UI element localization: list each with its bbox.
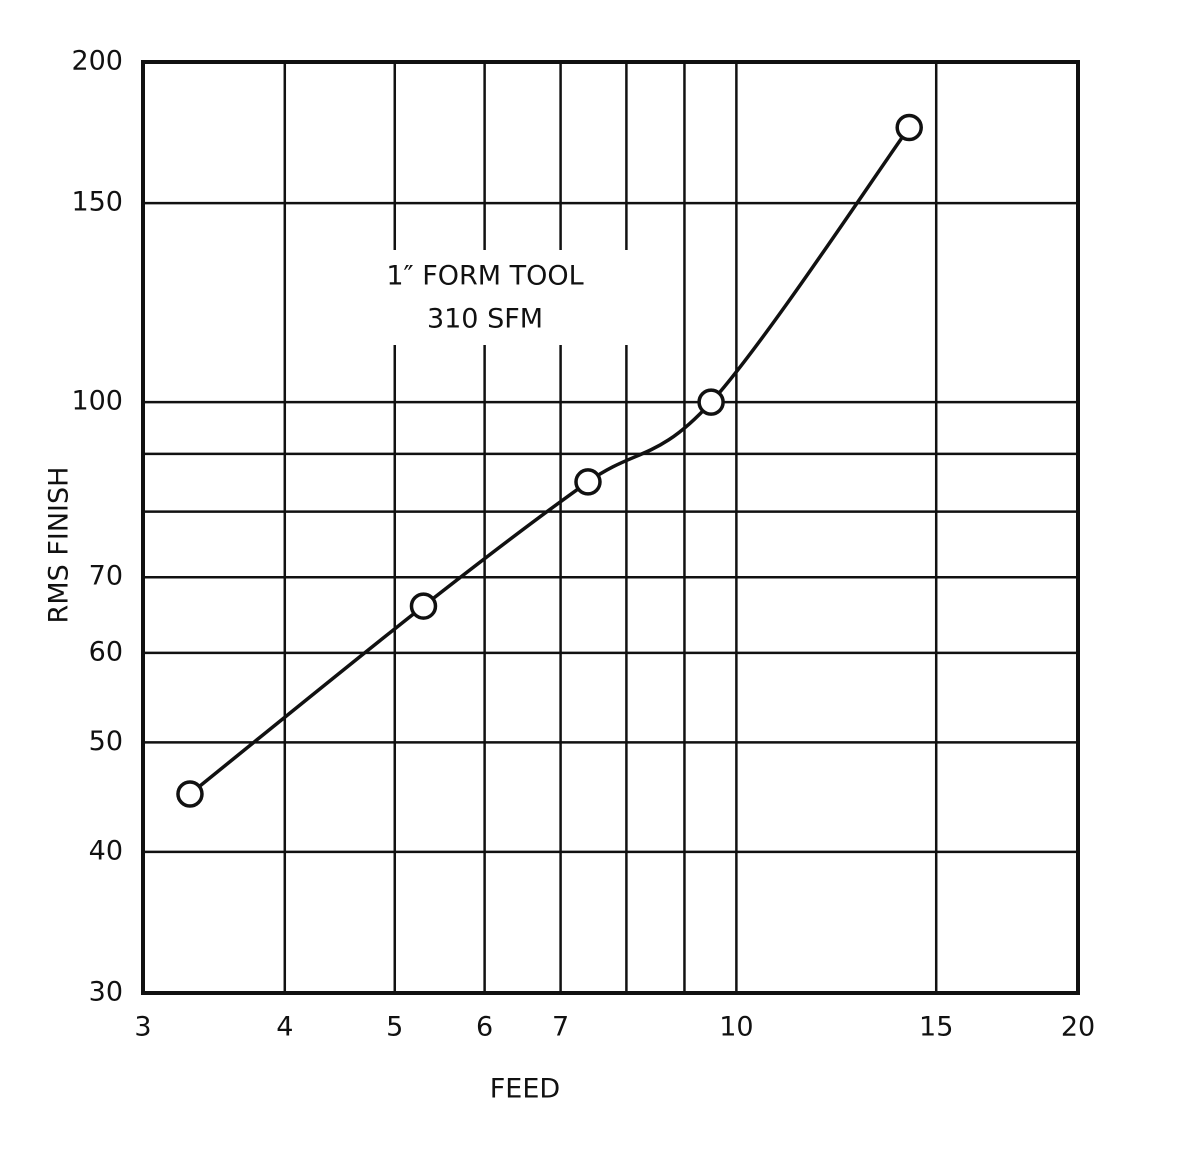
y-tick-label: 40 [89, 835, 123, 866]
y-tick-label: 150 [71, 187, 123, 218]
y-tick-label: 70 [89, 561, 123, 592]
annotation: 1″ FORM TOOL [386, 261, 583, 292]
y-tick-label: 200 [71, 46, 123, 77]
y-tick-label: 50 [89, 726, 123, 757]
data-point [895, 113, 923, 142]
data-line [188, 126, 911, 796]
x-tick-label: 20 [1061, 1012, 1095, 1043]
x-axis-label: FEED [490, 1074, 560, 1105]
x-tick-label: 3 [134, 1012, 151, 1043]
x-tick-label: 7 [552, 1012, 569, 1043]
data-point [574, 468, 602, 496]
data-point [409, 592, 438, 620]
x-tick-label: 15 [919, 1012, 953, 1043]
x-tick-label: 5 [386, 1012, 403, 1043]
y-axis-label: RMS FINISH [44, 467, 75, 624]
x-tick-label: 6 [476, 1012, 493, 1043]
y-tick-label: 30 [89, 977, 123, 1008]
annotation-background [335, 250, 635, 345]
data-point [176, 780, 204, 808]
x-tick-label: 4 [276, 1012, 293, 1043]
plot-frame [141, 60, 1080, 995]
data-point [697, 388, 725, 416]
annotation: 310 SFM [427, 304, 543, 335]
x-tick-label: 10 [719, 1012, 753, 1043]
y-tick-label: 100 [71, 386, 123, 417]
y-tick-label: 60 [89, 636, 123, 667]
